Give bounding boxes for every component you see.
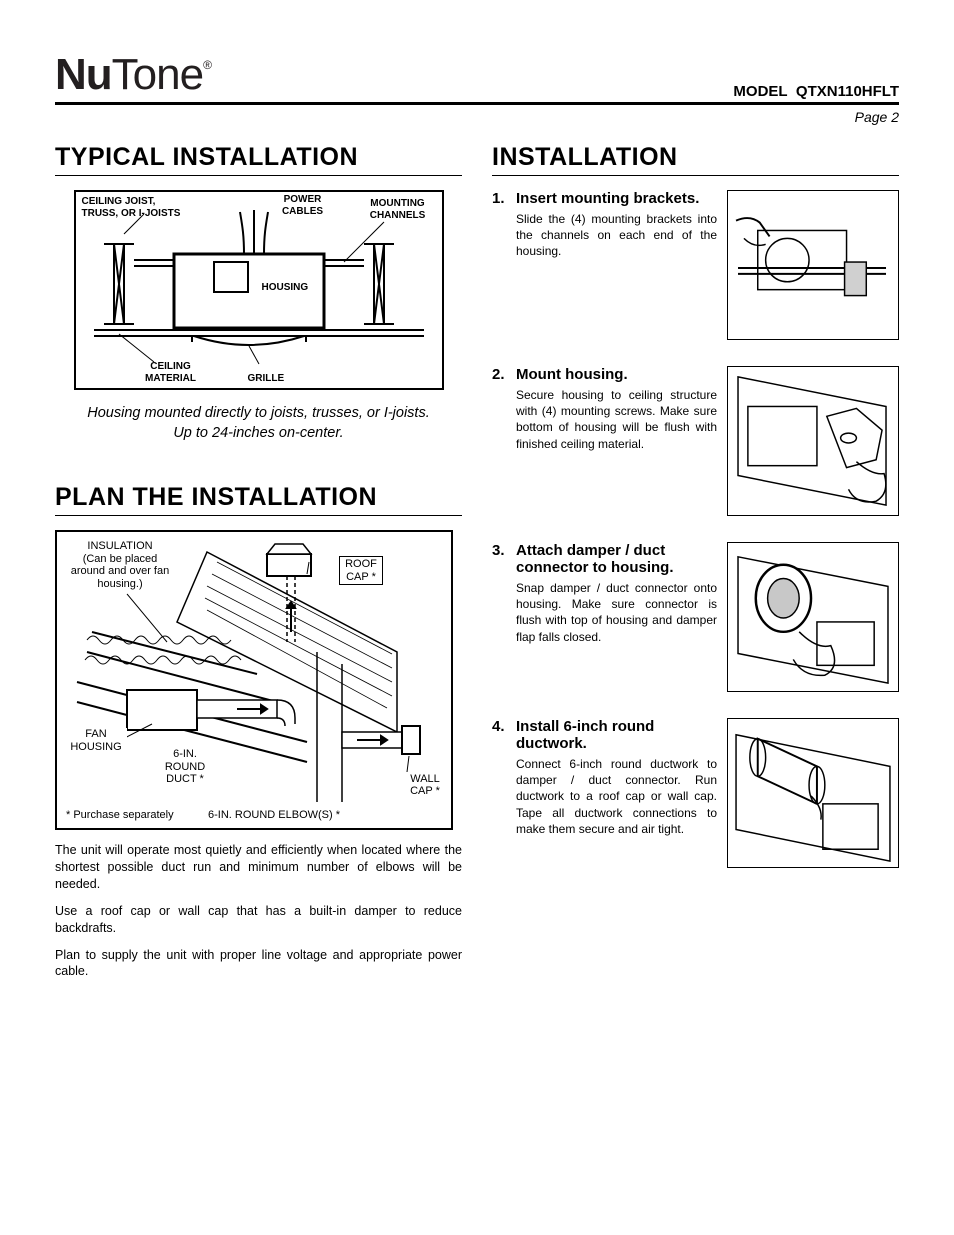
label-purchase: * Purchase separately <box>65 809 175 822</box>
plan-para-3: Plan to supply the unit with proper line… <box>55 947 462 981</box>
left-column: TYPICAL INSTALLATION <box>55 143 462 990</box>
step-4-num: 4. <box>492 718 510 752</box>
registered-mark: ® <box>203 58 211 72</box>
step-1-figure <box>727 190 899 340</box>
step-2-figure <box>727 366 899 516</box>
step-3-num: 3. <box>492 542 510 576</box>
step-2-title: Mount housing. <box>516 366 628 383</box>
page-number: Page 2 <box>55 109 899 125</box>
label-duct: 6-IN. ROUND DUCT * <box>157 748 213 786</box>
model-line: MODEL QTXN110HFLT <box>733 83 899 100</box>
label-power: POWER CABLES <box>276 194 330 217</box>
label-insulation: INSULATION (Can be placed around and ove… <box>65 540 175 591</box>
label-insulation-title: INSULATION <box>87 540 152 552</box>
label-wall-cap: WALL CAP * <box>405 773 445 798</box>
step-3-text: 3. Attach damper / duct connector to hou… <box>492 542 717 692</box>
content-columns: TYPICAL INSTALLATION <box>55 143 899 990</box>
step-2: 2. Mount housing. Secure housing to ceil… <box>492 366 899 516</box>
section-plan-installation: PLAN THE INSTALLATION <box>55 483 462 516</box>
step-4-figure <box>727 718 899 868</box>
section-installation: INSTALLATION <box>492 143 899 176</box>
step-2-text: 2. Mount housing. Secure housing to ceil… <box>492 366 717 516</box>
label-channels: MOUNTING CHANNELS <box>360 198 436 221</box>
step-3: 3. Attach damper / duct connector to hou… <box>492 542 899 692</box>
step-4: 4. Install 6-inch round ductwork. Connec… <box>492 718 899 868</box>
label-ceiling-material: CEILING MATERIAL <box>136 361 206 384</box>
step-1-body: Slide the (4) mounting brackets into the… <box>492 211 717 260</box>
step-2-body: Secure housing to ceiling structure with… <box>492 387 717 452</box>
label-roof-cap: ROOF CAP * <box>339 556 383 585</box>
step-3-title: Attach damper / duct connector to housin… <box>516 542 717 576</box>
step-1: 1. Insert mounting brackets. Slide the (… <box>492 190 899 340</box>
model-value: QTXN110HFLT <box>796 83 899 100</box>
step-1-text: 1. Insert mounting brackets. Slide the (… <box>492 190 717 340</box>
plan-para-1: The unit will operate most quietly and e… <box>55 842 462 893</box>
right-column: INSTALLATION 1. Insert mounting brackets… <box>492 143 899 990</box>
label-insulation-sub: (Can be placed around and over fan housi… <box>71 553 169 590</box>
label-fan-housing: FAN HOUSING <box>65 728 127 753</box>
step-4-body: Connect 6-inch round ductwork to damper … <box>492 756 717 837</box>
brand-part1: Nu <box>55 50 112 99</box>
plan-installation-diagram: INSULATION (Can be placed around and ove… <box>55 530 453 830</box>
step-2-num: 2. <box>492 366 510 383</box>
model-label: MODEL <box>733 83 787 100</box>
diagram-caption: Housing mounted directly to joists, trus… <box>55 404 462 443</box>
step-1-title: Insert mounting brackets. <box>516 190 699 207</box>
label-housing: HOUSING <box>262 282 309 294</box>
plan-para-2: Use a roof cap or wall cap that has a bu… <box>55 903 462 937</box>
typical-installation-diagram: CEILING JOIST, TRUSS, OR I-JOISTS POWER … <box>74 190 444 390</box>
label-joist: CEILING JOIST, TRUSS, OR I-JOISTS <box>82 196 192 219</box>
step-3-body: Snap damper / duct connector onto housin… <box>492 580 717 645</box>
label-grille: GRILLE <box>248 373 285 385</box>
section-typical-installation: TYPICAL INSTALLATION <box>55 143 462 176</box>
step-4-text: 4. Install 6-inch round ductwork. Connec… <box>492 718 717 868</box>
diagram-svg <box>84 204 434 380</box>
step-4-title: Install 6-inch round ductwork. <box>516 718 717 752</box>
step-3-figure <box>727 542 899 692</box>
header: NuTone® MODEL QTXN110HFLT <box>55 50 899 105</box>
brand-logo: NuTone® <box>55 50 211 100</box>
label-elbow: 6-IN. ROUND ELBOW(S) * <box>207 809 341 822</box>
brand-part2: Tone <box>112 50 203 99</box>
step-1-num: 1. <box>492 190 510 207</box>
